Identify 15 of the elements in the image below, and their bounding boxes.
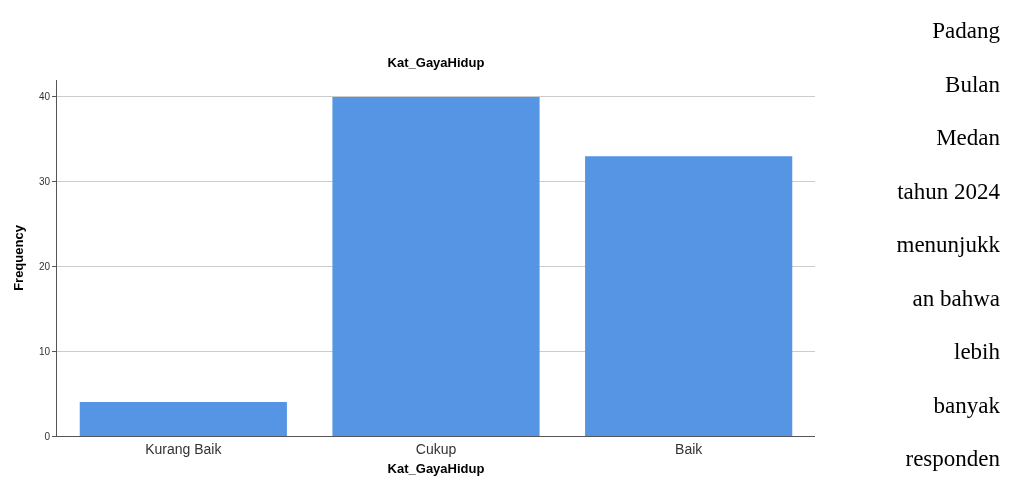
bar	[79, 402, 287, 436]
y-tick-label: 30	[38, 176, 51, 188]
chart-title: Kat_GayaHidup	[387, 54, 485, 70]
x-tick-label: Baik	[675, 440, 704, 457]
x-tick-label: Cukup	[415, 440, 457, 457]
text: Padang Bulan Medan tahun 2024 menunjukk an bahwa lebih banyak responden	[896, 18, 1000, 471]
y-tick-label: 0	[44, 430, 51, 442]
bar	[585, 156, 793, 436]
y-tick-label: 20	[38, 260, 51, 272]
y-axis-title: Frequency	[10, 224, 26, 291]
y-tick-label: 40	[38, 91, 51, 103]
y-tick-label: 10	[38, 345, 51, 357]
x-tick-label: Kurang Baik	[145, 440, 223, 457]
bar	[332, 96, 540, 436]
x-axis-title: Kat_GayaHidup	[387, 461, 485, 477]
